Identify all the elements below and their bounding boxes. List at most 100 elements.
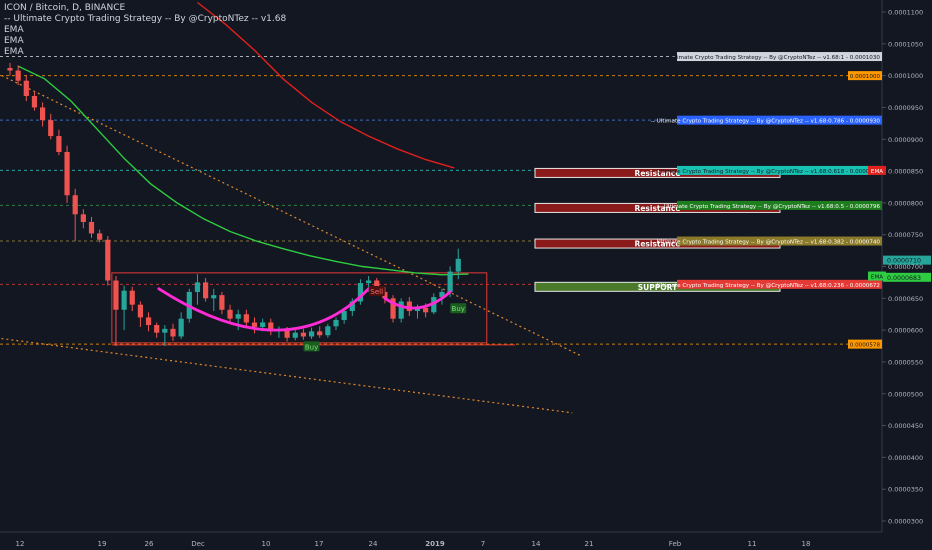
level-tag-label: -- Ultimate Crypto Trading Strategy -- B… (651, 283, 880, 289)
level-tag-label: -- Ultimate Crypto Trading Strategy -- B… (658, 204, 880, 210)
price-axis-tag-label: 0.0000710 (887, 258, 921, 265)
price-axis-tag-box (883, 272, 931, 282)
candle-body (56, 136, 62, 152)
legend-ema-1: EMA (4, 25, 24, 35)
y-tick-label: 0.0001100 (888, 9, 923, 17)
candle-body (48, 120, 54, 137)
candle-body (260, 322, 266, 327)
candle-body (423, 307, 429, 313)
y-tick-label: 0.0000950 (888, 104, 923, 112)
range-box (111, 272, 488, 344)
trendline (0, 337, 573, 414)
candle-body (382, 291, 388, 299)
x-tick-label: Dec (191, 540, 205, 548)
candle-body (31, 95, 38, 108)
candle-body (40, 107, 46, 121)
resistance-zone-label: Resistance (635, 204, 681, 213)
level-tag-box (677, 279, 882, 289)
price-axis-tag-box (883, 255, 931, 265)
candle-body (398, 301, 404, 319)
candle-body (219, 295, 225, 310)
candle-body (162, 328, 168, 333)
level-tag-box (848, 339, 882, 349)
candle-body (455, 258, 461, 272)
y-tick-label: 0.0000700 (888, 263, 923, 271)
candle-body (137, 304, 143, 318)
y-tick-label: 0.0000650 (888, 295, 923, 303)
buy-signal-box (303, 341, 320, 352)
buy-signal-box (450, 303, 467, 314)
price-axis-tag-label: 0.0000683 (887, 275, 921, 282)
candle-body (447, 271, 453, 292)
candle-body (349, 301, 355, 312)
y-tick-label: 0.0000800 (888, 199, 923, 207)
candle-body (23, 80, 29, 96)
candle-body (203, 282, 209, 299)
candle-body (431, 297, 437, 313)
candle-body (80, 214, 86, 222)
x-tick-label: 2019 (425, 540, 445, 548)
candle-body (145, 317, 152, 326)
level-tag-label: 0.0000578 (850, 343, 881, 349)
ema-red-line (197, 1, 455, 169)
x-tick-label: 12 (16, 540, 25, 548)
candle-body (178, 318, 184, 337)
level-tag-box (677, 52, 882, 62)
y-tick-label: 0.0000850 (888, 168, 923, 176)
candle-body (7, 67, 13, 71)
legend-strategy-name: -- Ultimate Crypto Trading Strategy -- B… (4, 14, 287, 24)
candle-body (97, 233, 103, 240)
legend-symbol-title: ICON / Bitcoin, D, BINANCE (4, 3, 126, 13)
x-tick-label: 18 (802, 540, 811, 548)
candle-body (72, 195, 78, 215)
candle-body (357, 283, 364, 302)
x-tick-label: Feb (669, 540, 682, 548)
chart-legend: ICON / Bitcoin, D, BINANCE -- Ultimate C… (4, 3, 286, 58)
candle-body (414, 307, 421, 312)
level-tag-label: -- Ultimate Crypto Trading Strategy -- B… (663, 55, 880, 61)
candle-body (129, 290, 135, 305)
candle-body (113, 280, 119, 310)
level-tag-box (677, 236, 882, 246)
candle-body (341, 311, 347, 320)
legend-ema-3: EMA (4, 47, 24, 57)
y-tick-label: 0.0000500 (888, 390, 923, 398)
candle-body (121, 290, 127, 310)
y-tick-label: 0.0001050 (888, 40, 923, 48)
x-tick-label: 21 (585, 540, 594, 548)
candle-body (194, 282, 201, 292)
handle-pattern-curve (383, 290, 452, 310)
candle-body (292, 332, 298, 338)
y-tick-label: 0.0000750 (888, 231, 923, 239)
candle-body (317, 331, 323, 336)
candle-body (211, 295, 217, 299)
candle-body (333, 319, 339, 327)
support-zone-label: SUPPORT (638, 283, 678, 292)
x-tick-label: 26 (145, 540, 154, 548)
candle-body (308, 331, 315, 337)
candle-body (366, 280, 372, 284)
y-tick-label: 0.0000900 (888, 136, 923, 144)
x-tick-label: 10 (262, 540, 271, 548)
sell-signal-label: Sell (370, 288, 383, 296)
x-tick-label: 14 (532, 540, 541, 548)
y-tick-label: 0.0000300 (888, 518, 923, 526)
candle-body (243, 314, 249, 323)
legend-ema-2: EMA (4, 36, 24, 46)
cup-pattern-curve (157, 287, 370, 332)
ema-tag-box (868, 271, 886, 281)
candle-body (251, 322, 258, 327)
ema-tag-label: EMA (871, 169, 883, 175)
level-tag-box (677, 115, 882, 125)
level-tag-label: -- Ultimate Crypto Trading Strategy -- B… (651, 119, 881, 125)
buy-signal-label: Buy (452, 305, 465, 313)
x-tick-label: 24 (369, 540, 378, 548)
x-tick-label: 17 (315, 540, 324, 548)
level-tag-label: 0.0001000 (850, 74, 881, 80)
buy-signal-label: Buy (305, 343, 318, 351)
candle-body (268, 322, 274, 332)
ema-green-line (17, 65, 469, 276)
level-tag-box (848, 71, 882, 81)
